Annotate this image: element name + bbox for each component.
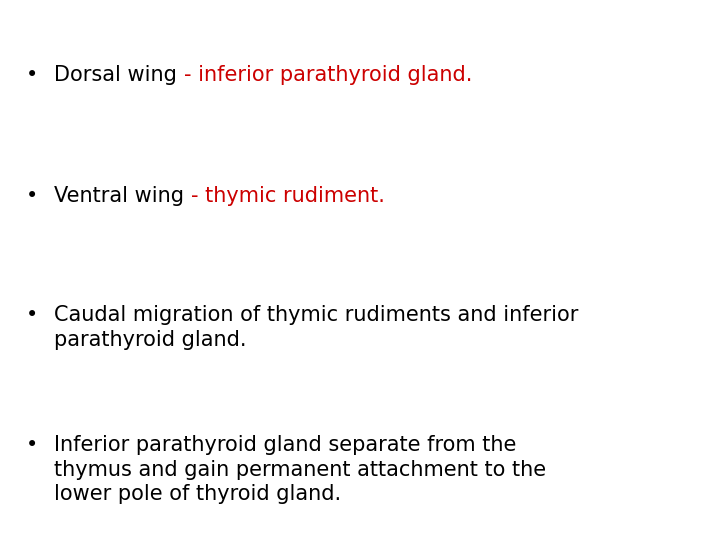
Text: Dorsal wing: Dorsal wing	[54, 65, 184, 85]
Text: •: •	[26, 65, 39, 85]
Text: - thymic rudiment.: - thymic rudiment.	[191, 186, 384, 206]
Text: Inferior parathyroid gland separate from the
thymus and gain permanent attachmen: Inferior parathyroid gland separate from…	[54, 435, 546, 504]
Text: •: •	[26, 305, 39, 325]
Text: •: •	[26, 435, 39, 455]
Text: Ventral wing: Ventral wing	[54, 186, 191, 206]
Text: - inferior parathyroid gland.: - inferior parathyroid gland.	[184, 65, 472, 85]
Text: •: •	[26, 186, 39, 206]
Text: Caudal migration of thymic rudiments and inferior
parathyroid gland.: Caudal migration of thymic rudiments and…	[54, 305, 578, 350]
